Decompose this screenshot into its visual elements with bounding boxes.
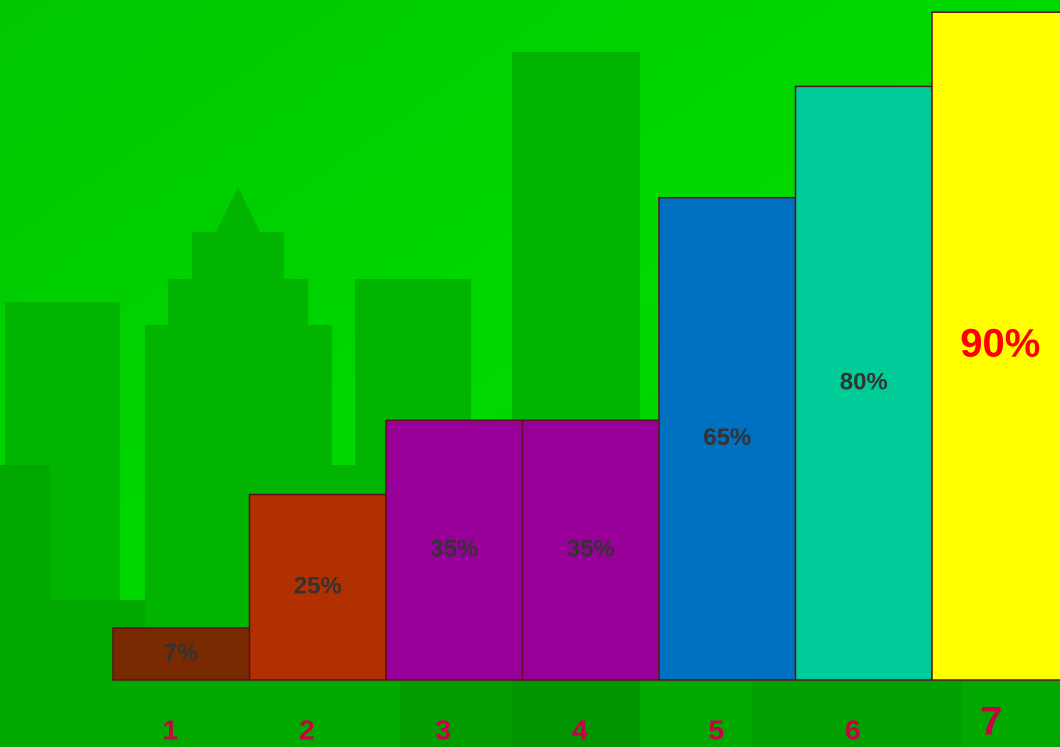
x-tick-label: 5 [708,714,724,745]
x-tick-label: 3 [435,714,451,745]
value-label: 35% [430,535,478,562]
bars: 7% 1 25% 2 35% 3 35% 4 65% 5 80% 6 90% 7 [112,11,1060,745]
x-tick-label: 4 [572,714,588,745]
value-label: 80% [840,369,888,396]
value-label: 90% [960,322,1040,366]
x-tick-label: 7 [980,700,1002,744]
bar [794,85,933,681]
bar [521,419,660,681]
x-tick-label: 6 [845,714,861,745]
value-label: 25% [294,573,342,600]
value-label: 65% [703,424,751,451]
value-label: 35% [567,535,615,562]
x-tick-label: 2 [299,714,315,745]
ground-shading [400,680,962,747]
bar [112,627,251,681]
value-label: 7% [164,639,199,666]
x-tick-label: 1 [162,714,178,745]
bar [931,11,1060,681]
bar [248,493,387,681]
bar [658,196,797,681]
